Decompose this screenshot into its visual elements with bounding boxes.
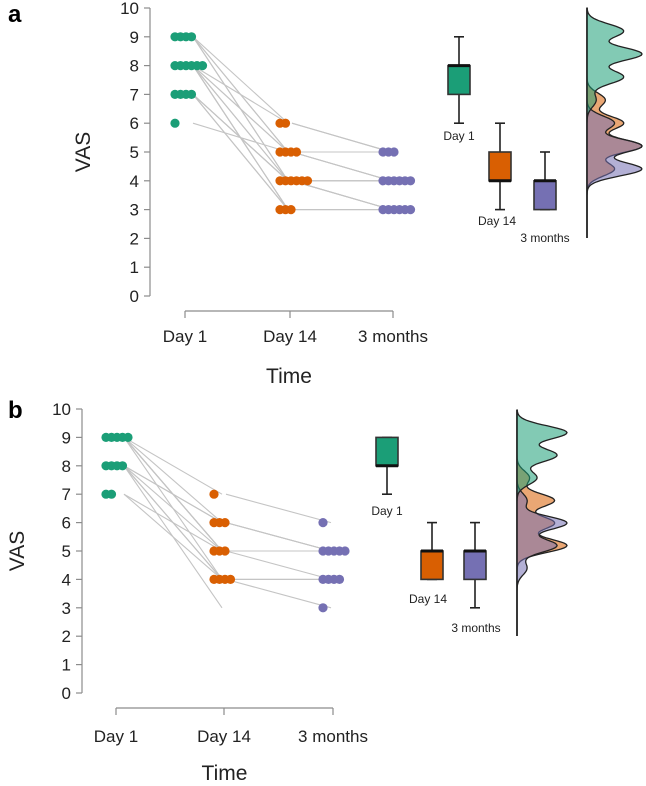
pair-line (225, 550, 332, 580)
y-axis-label: VAS (6, 531, 29, 571)
pair-line (123, 436, 223, 495)
data-point-day-1 (186, 32, 197, 42)
data-point-day-1 (117, 461, 128, 471)
y-tick-label: 2 (62, 627, 71, 646)
box-label: 3 months (520, 231, 569, 245)
panel-b: b 0 1 2 3 4 5 6 7 8 9 10 VAS Day 1 Day 14 3 months Time D… (6, 397, 568, 785)
y-tick-label: 2 (130, 229, 139, 248)
box-label: Day 1 (443, 129, 475, 143)
data-point-day-14 (280, 118, 291, 128)
pair-line (123, 465, 223, 609)
data-point-3-months (318, 603, 328, 613)
pair-line (291, 122, 392, 153)
x-axis-label: Time (202, 762, 248, 785)
y-tick-label: 1 (62, 656, 71, 675)
pair-line (192, 65, 289, 153)
data-point-day-1 (186, 89, 197, 99)
y-tick-label: 9 (62, 428, 71, 447)
y-tick-label: 10 (52, 400, 71, 419)
panel-label: b (8, 397, 23, 424)
y-tick-label: 6 (62, 514, 71, 533)
pair-line (291, 151, 392, 182)
box-3-months (533, 180, 557, 211)
x-tick-label: Day 14 (197, 727, 251, 746)
data-point-day-14 (225, 574, 236, 585)
data-point-day-14 (302, 176, 313, 186)
x-axis-label: Time (266, 365, 312, 388)
y-tick-label: 0 (62, 684, 71, 703)
y-tick-label: 8 (130, 57, 139, 76)
pair-line (192, 65, 289, 182)
box-day-14 (420, 550, 444, 581)
x-tick-label: Day 1 (94, 727, 138, 746)
box-3-months (463, 550, 487, 581)
data-point-day-14 (220, 546, 230, 556)
x-tick-label: Day 14 (263, 327, 317, 346)
box-label: Day 1 (371, 504, 403, 518)
y-tick-label: 6 (130, 114, 139, 133)
box-day-1 (375, 436, 399, 467)
y-tick-label: 10 (120, 0, 139, 18)
pair-line (225, 578, 332, 609)
box-day-1 (447, 64, 471, 96)
pair-line (291, 180, 392, 211)
pair-line (225, 493, 332, 524)
data-point-day-14 (286, 205, 296, 215)
data-point-day-1 (170, 118, 180, 128)
pair-line (192, 36, 289, 124)
pair-line (123, 436, 223, 524)
y-tick-label: 7 (130, 85, 139, 104)
x-tick-label: 3 months (358, 327, 428, 346)
data-point-3-months (334, 574, 345, 585)
y-tick-label: 4 (62, 570, 71, 589)
pair-line (123, 437, 223, 552)
y-tick-label: 4 (130, 172, 139, 191)
x-tick-label: Day 1 (163, 327, 207, 346)
panel-label: a (8, 1, 22, 28)
box-label: Day 14 (409, 592, 447, 606)
y-tick-label: 3 (130, 201, 139, 220)
box-day-14 (488, 151, 512, 182)
data-point-day-1 (197, 61, 208, 71)
data-point-day-14 (291, 147, 302, 157)
y-tick-label: 8 (62, 457, 71, 476)
box-label: Day 14 (478, 214, 516, 228)
data-point-3-months (318, 518, 328, 528)
y-tick-label: 0 (130, 287, 139, 306)
data-point-day-1 (123, 432, 133, 442)
data-point-3-months (340, 546, 350, 556)
density-day-1 (586, 7, 643, 238)
data-point-day-14 (209, 489, 219, 499)
y-tick-label: 9 (130, 28, 139, 47)
y-tick-label: 7 (62, 485, 71, 504)
y-tick-label: 5 (62, 542, 71, 561)
y-axis-label: VAS (72, 132, 95, 172)
y-tick-label: 3 (62, 599, 71, 618)
y-tick-label: 1 (130, 258, 139, 277)
data-point-3-months (389, 147, 399, 157)
pair-line (123, 493, 223, 552)
x-tick-label: 3 months (298, 727, 368, 746)
data-point-day-1 (106, 489, 117, 499)
panel-a: a 0 1 2 3 4 5 6 7 8 9 10 VAS Day 1 Day 14 3 months Time D… (8, 0, 643, 388)
pair-line (192, 65, 289, 124)
data-point-3-months (405, 176, 416, 186)
pair-line (225, 522, 332, 552)
data-point-day-14 (220, 518, 230, 528)
pair-line (123, 465, 223, 552)
data-point-3-months (405, 205, 416, 215)
pair-line (192, 93, 289, 182)
box-label: 3 months (451, 621, 500, 635)
density-day-1 (516, 409, 568, 636)
y-tick-label: 5 (130, 143, 139, 162)
pair-line (192, 94, 289, 210)
